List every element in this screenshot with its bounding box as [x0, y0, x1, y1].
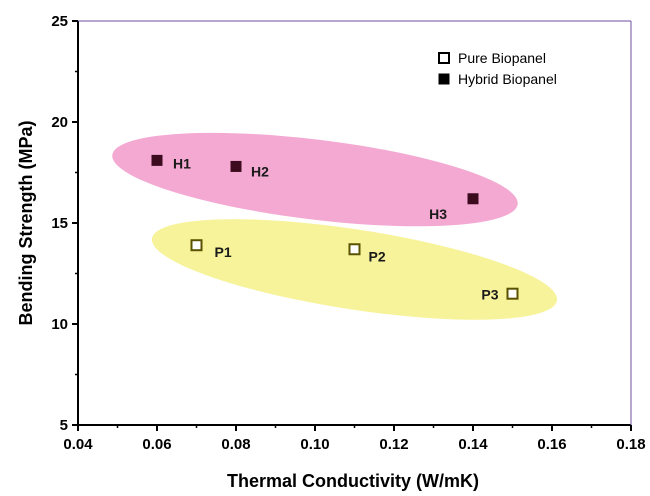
marker-p1	[190, 239, 203, 252]
y-tick-label: 10	[51, 316, 68, 333]
point-label-h1: H1	[173, 155, 191, 171]
highlight-ellipse-pure	[151, 219, 558, 320]
y-tick-label: 15	[51, 215, 68, 232]
marker-h1	[151, 154, 163, 166]
y-tick-label: 5	[60, 417, 68, 434]
highlight-ellipse-hybrid	[112, 132, 518, 227]
legend-label-hybrid: Hybrid Biopanel	[458, 71, 557, 87]
legend-label-pure: Pure Biopanel	[458, 50, 546, 66]
x-tick-label: 0.18	[616, 436, 645, 453]
x-tick-label: 0.10	[300, 436, 329, 453]
legend-marker-hybrid	[438, 73, 450, 85]
group-highlight-layer	[112, 132, 558, 320]
x-axis-title: Thermal Conductivity (W/mK)	[227, 471, 479, 491]
x-tick-label: 0.04	[63, 436, 93, 453]
x-tick-label: 0.08	[221, 436, 250, 453]
point-label-p1: P1	[215, 244, 232, 260]
legend: Pure Biopanel Hybrid Biopanel	[438, 50, 557, 87]
y-axis-title: Bending Strength (MPa)	[16, 121, 36, 326]
data-points: P1 P2 P3 H1 H2 H3	[151, 154, 519, 303]
marker-h2	[230, 160, 242, 172]
point-label-p2: P2	[369, 248, 386, 264]
x-tick-label: 0.12	[379, 436, 408, 453]
axes: 0.04 0.06 0.08 0.10 0.12 0.14 0.16 0.18 5 10 15 20 2…	[51, 13, 645, 453]
x-tick-label: 0.16	[537, 436, 566, 453]
marker-p2	[348, 243, 361, 256]
point-label-h2: H2	[251, 163, 269, 179]
marker-p3	[506, 287, 519, 300]
y-tick-label: 20	[51, 114, 68, 131]
y-tick-label: 25	[51, 13, 68, 30]
point-label-p3: P3	[481, 287, 498, 303]
legend-marker-pure	[438, 52, 450, 64]
x-tick-label: 0.14	[458, 436, 488, 453]
point-label-h3: H3	[429, 206, 447, 222]
marker-h3	[467, 193, 479, 205]
x-tick-label: 0.06	[142, 436, 171, 453]
